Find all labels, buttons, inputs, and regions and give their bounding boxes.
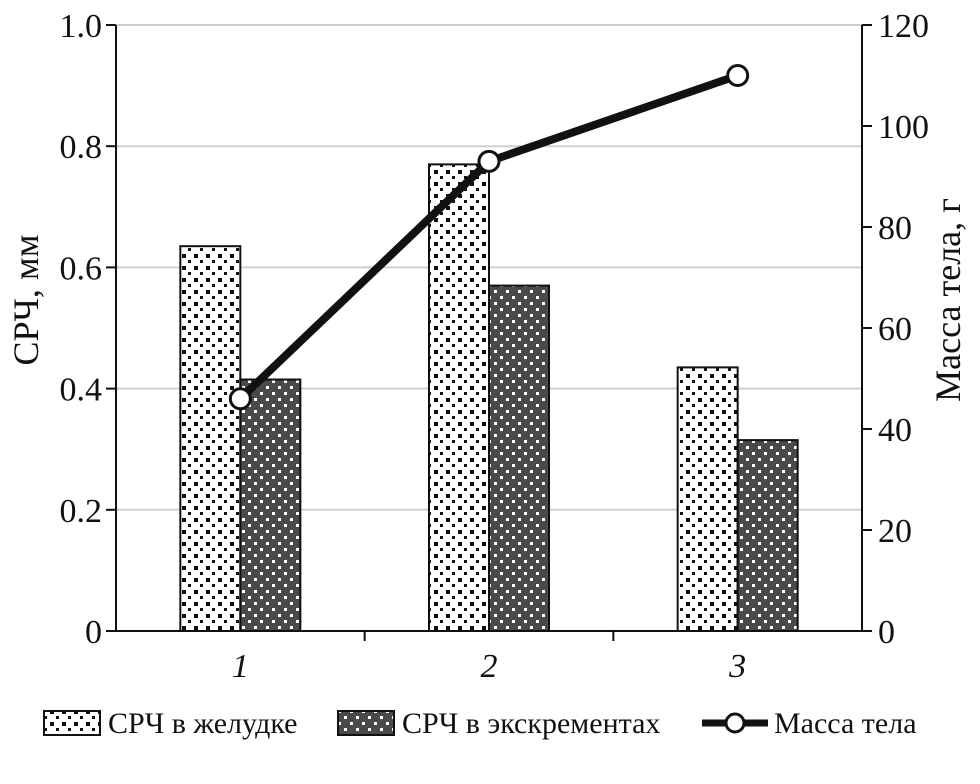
legend: СРЧ в желудке СРЧ в экскрементах Масса т… [43, 707, 917, 740]
legend-swatch-excrement [337, 710, 395, 736]
y2-tick-label: 80 [878, 210, 912, 247]
legend-marker-mass [724, 712, 746, 734]
y2-tick-label: 100 [878, 109, 929, 146]
y-tick-label: 0 [85, 614, 102, 651]
legend-label-mass: Масса тела [774, 707, 917, 740]
bar-excrement-1 [239, 378, 302, 633]
x-tick-label: 1 [232, 648, 249, 685]
x-tick-label: 2 [481, 648, 498, 685]
bar-layer [179, 163, 799, 633]
y-tick-label: 0.8 [60, 129, 103, 166]
bar-excrement-2 [488, 284, 550, 632]
axis-layer: 0 0.2 0.4 0.6 0.8 1.0 0 20 40 60 80 100 120 1 2 3 [60, 8, 930, 685]
y2-tick-label: 120 [878, 8, 929, 45]
x-tick-label: 3 [728, 648, 746, 685]
legend-label-stomach: СРЧ в желудке [108, 707, 298, 740]
legend-label-excrement: СРЧ в экскрементах [402, 707, 660, 740]
mass-point-1 [228, 387, 252, 411]
y2-tick-label: 40 [878, 412, 912, 449]
legend-swatch-stomach [43, 710, 101, 736]
line-layer [228, 64, 750, 411]
y2-tick-label: 0 [878, 614, 895, 651]
bar-stomach-3 [676, 366, 739, 632]
y-tick-label: 0.6 [60, 250, 103, 287]
y-tick-label: 1.0 [60, 8, 103, 45]
y2-axis-title: Масса тела, г [928, 198, 968, 402]
bar-stomach-1 [179, 245, 242, 632]
mass-point-2 [477, 149, 501, 173]
mass-point-3 [726, 64, 750, 87]
bar-excrement-3 [736, 439, 799, 632]
y-axis-title: СРЧ, мм [6, 235, 46, 366]
y2-tick-label: 60 [878, 311, 912, 348]
y2-tick-label: 20 [878, 513, 912, 550]
y-tick-label: 0.4 [60, 372, 103, 409]
y-tick-label: 0.2 [60, 493, 103, 530]
bar-stomach-2 [428, 163, 490, 632]
